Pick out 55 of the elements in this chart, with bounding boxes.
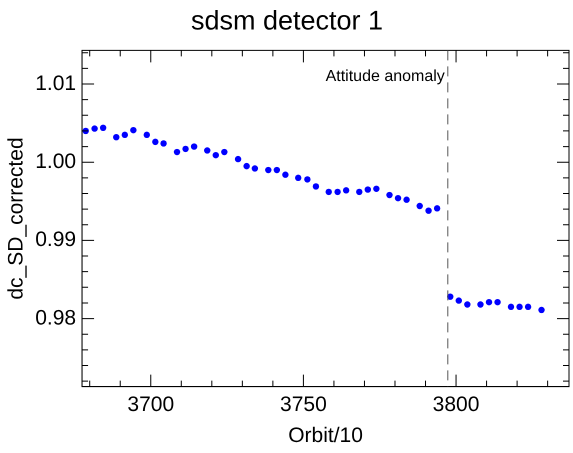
- point: [234, 156, 242, 162]
- point: [342, 187, 350, 194]
- point: [364, 186, 372, 193]
- point: [334, 188, 341, 196]
- point: [160, 140, 167, 147]
- point: [282, 172, 289, 178]
- point: [356, 188, 362, 196]
- y-axis-title: dc_SD_corrected: [4, 137, 28, 300]
- point: [174, 148, 180, 156]
- point: [464, 301, 471, 308]
- point: [295, 174, 302, 182]
- point: [477, 301, 484, 308]
- point: [221, 148, 228, 156]
- point: [144, 132, 150, 138]
- point: [122, 132, 128, 138]
- point: [212, 152, 219, 158]
- point: [113, 134, 120, 140]
- point: [416, 202, 423, 210]
- point: [486, 298, 492, 306]
- point: [403, 196, 410, 203]
- x-tick-label: 3700: [127, 392, 174, 416]
- point: [326, 188, 332, 196]
- y-tick-label: 1.01: [35, 72, 76, 95]
- point: [190, 143, 198, 150]
- point: [152, 138, 159, 146]
- point: [538, 306, 545, 314]
- point: [524, 304, 532, 310]
- point: [494, 298, 501, 306]
- ref-line-label: Attitude anomaly: [326, 68, 445, 85]
- point: [394, 194, 402, 202]
- y-tick-label: 0.99: [35, 228, 76, 252]
- point: [312, 183, 320, 190]
- point: [91, 125, 98, 132]
- point: [182, 146, 189, 152]
- point: [425, 207, 432, 214]
- point: [508, 304, 514, 310]
- x-axis-title: Orbit/10: [288, 424, 363, 448]
- point: [243, 162, 250, 170]
- point: [434, 205, 440, 212]
- chart-title: sdsm detector 1: [190, 6, 384, 36]
- point: [516, 304, 523, 310]
- point: [456, 297, 462, 304]
- point: [274, 166, 280, 174]
- point: [386, 192, 393, 198]
- point: [304, 176, 311, 183]
- x-tick-label: 3800: [432, 392, 480, 416]
- x-tick-label: 3750: [280, 392, 327, 416]
- point: [100, 124, 106, 132]
- y-tick-label: 0.98: [35, 306, 76, 330]
- point: [252, 165, 258, 172]
- point: [373, 186, 380, 192]
- point: [265, 166, 272, 174]
- point: [204, 147, 210, 154]
- y-tick-label: 1.00: [35, 150, 76, 174]
- point: [130, 126, 137, 134]
